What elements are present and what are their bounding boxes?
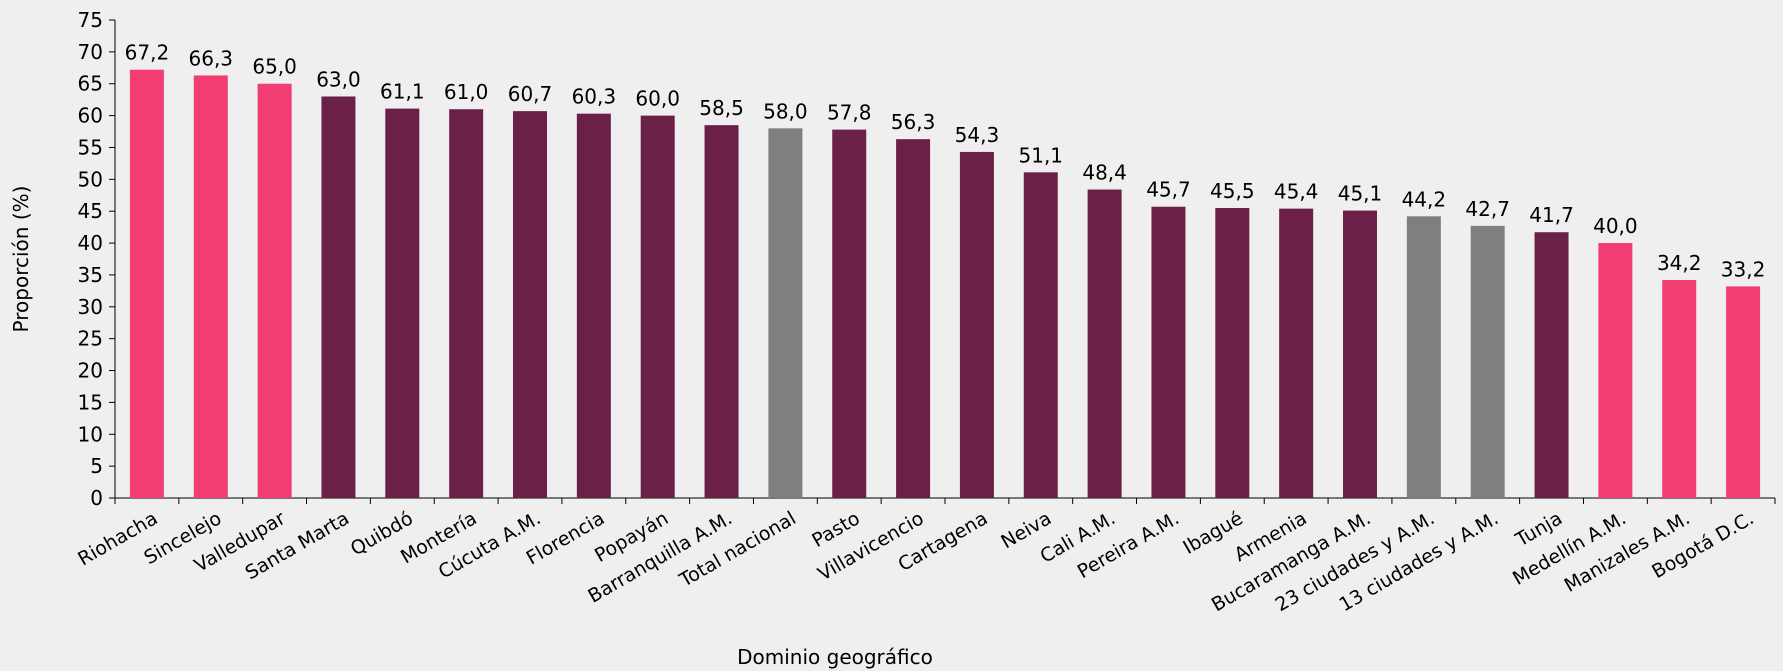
y-tick-label: 70 <box>78 40 103 64</box>
bar <box>1023 172 1058 498</box>
y-tick-label: 60 <box>78 104 103 128</box>
bar <box>704 125 739 498</box>
y-tick-label: 20 <box>78 359 103 383</box>
bar <box>385 108 420 499</box>
bars <box>129 69 1761 499</box>
data-label: 45,1 <box>1338 182 1383 206</box>
data-label: 63,0 <box>316 67 361 91</box>
data-label: 34,2 <box>1657 251 1702 275</box>
bar <box>321 96 356 498</box>
bar <box>1598 243 1633 498</box>
data-label: 58,0 <box>763 99 808 123</box>
data-label: 60,0 <box>635 87 680 111</box>
bar <box>640 115 675 498</box>
bar <box>1343 210 1377 498</box>
data-label: 67,2 <box>125 41 170 65</box>
bar <box>1151 206 1186 499</box>
bar <box>1279 208 1314 498</box>
y-tick-label: 30 <box>78 295 103 319</box>
data-label: 61,1 <box>380 80 425 104</box>
bar <box>193 75 228 498</box>
data-label: 45,5 <box>1210 179 1255 203</box>
data-label: 56,3 <box>891 110 936 134</box>
y-tick-label: 0 <box>90 486 103 510</box>
data-label: 41,7 <box>1529 203 1574 227</box>
data-label: 45,7 <box>1146 178 1191 202</box>
data-label: 51,1 <box>1019 143 1064 167</box>
bar <box>832 129 867 498</box>
bar <box>513 111 547 498</box>
y-tick-label: 75 <box>78 8 103 32</box>
y-tick-label: 5 <box>90 454 103 478</box>
data-label: 44,2 <box>1402 187 1447 211</box>
data-label: 61,0 <box>444 80 489 104</box>
bar <box>129 69 164 498</box>
data-label: 48,4 <box>1082 161 1127 185</box>
bar <box>576 113 611 499</box>
data-label: 58,5 <box>699 96 744 120</box>
data-label: 65,0 <box>252 55 297 79</box>
bar <box>1470 225 1505 498</box>
y-tick-label: 55 <box>78 135 103 159</box>
bar <box>1662 280 1697 498</box>
y-tick-label: 50 <box>78 167 103 191</box>
bar <box>1726 286 1761 498</box>
axes: 0 5 10 15 20 25 30 35 40 45 50 55 60 65 70 75 <box>78 8 1776 510</box>
data-label: 42,7 <box>1465 197 1510 221</box>
bar <box>1406 216 1441 499</box>
bar <box>768 128 803 498</box>
y-tick-label: 35 <box>78 263 103 287</box>
data-label: 60,7 <box>508 82 553 106</box>
bar <box>257 83 292 498</box>
data-label: 60,3 <box>572 85 617 109</box>
bar <box>1534 232 1569 498</box>
data-labels: 67,2 66,3 65,0 63,0 61,1 61,0 60,7 60,3 60,0 58,5… <box>125 41 1766 282</box>
data-label: 45,4 <box>1274 180 1319 204</box>
y-tick-label: 65 <box>78 72 103 96</box>
data-label: 33,2 <box>1721 257 1766 281</box>
y-tick-label: 40 <box>78 231 103 255</box>
y-tick-label: 15 <box>78 390 103 414</box>
data-label: 40,0 <box>1593 214 1638 238</box>
bar <box>449 109 484 498</box>
bar <box>959 151 994 499</box>
bar <box>1087 189 1122 498</box>
data-label: 66,3 <box>189 46 234 70</box>
bar <box>1215 208 1250 498</box>
bar <box>896 139 931 498</box>
y-tick-label: 25 <box>78 327 103 351</box>
y-tick-label: 10 <box>78 422 103 446</box>
x-axis-title: Dominio geográfico <box>737 645 933 669</box>
y-tick-label: 45 <box>78 199 103 223</box>
data-label: 57,8 <box>827 101 872 125</box>
data-label: 54,3 <box>955 123 1000 147</box>
y-axis-title: Proporción (%) <box>9 186 33 333</box>
